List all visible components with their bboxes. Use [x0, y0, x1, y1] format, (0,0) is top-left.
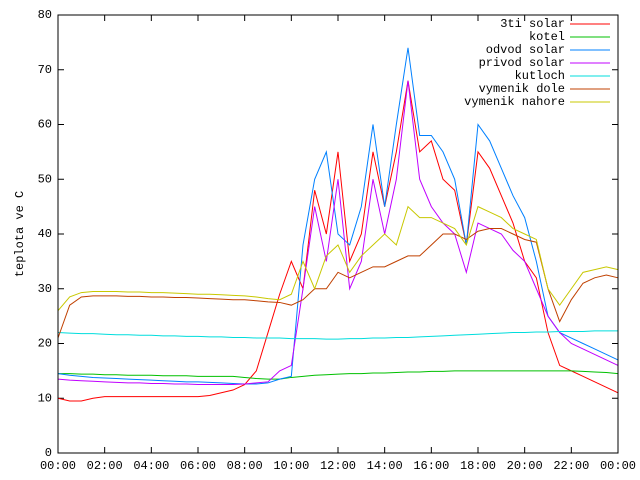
x-tick-label: 22:00	[553, 459, 589, 473]
y-tick-label: 60	[38, 118, 52, 132]
series-line	[57, 80, 619, 386]
y-tick-label: 50	[38, 172, 52, 186]
x-tick-label: 02:00	[87, 459, 123, 473]
x-tick-label: 14:00	[367, 459, 403, 473]
legend-label: odvod solar	[486, 43, 565, 57]
series-line	[57, 80, 619, 402]
y-tick-label: 10	[38, 391, 52, 405]
x-tick-label: 08:00	[227, 459, 263, 473]
x-tick-label: 10:00	[273, 459, 309, 473]
x-tick-label: 12:00	[320, 459, 356, 473]
x-tick-label: 18:00	[460, 459, 496, 473]
plot-border	[57, 14, 619, 454]
x-tick-label: 20:00	[507, 459, 543, 473]
legend-label: kutloch	[515, 69, 565, 83]
x-tick-label: 06:00	[180, 459, 216, 473]
x-tick-label: 00:00	[40, 459, 76, 473]
series-line	[57, 47, 619, 385]
series-line	[57, 205, 619, 311]
legend-label: privod solar	[479, 56, 565, 70]
series-line	[58, 370, 619, 380]
series-line	[57, 228, 619, 339]
y-tick-label: 30	[38, 282, 52, 296]
legend-label: 3ti solar	[500, 17, 565, 31]
y-tick-label: 70	[38, 63, 52, 77]
y-tick-label: 20	[38, 337, 52, 351]
x-tick-label: 00:00	[600, 459, 636, 473]
legend-label: vymenik nahore	[464, 95, 565, 109]
series-line	[57, 330, 618, 340]
y-tick-label: 0	[45, 446, 52, 460]
x-tick-label: 04:00	[133, 459, 169, 473]
y-tick-label: 80	[38, 8, 52, 22]
y-tick-label: 40	[38, 227, 52, 241]
x-tick-label: 16:00	[413, 459, 449, 473]
legend-label: kotel	[529, 30, 565, 44]
y-axis-label: teplota ve C	[13, 191, 27, 277]
legend-label: vymenik dole	[479, 82, 565, 96]
